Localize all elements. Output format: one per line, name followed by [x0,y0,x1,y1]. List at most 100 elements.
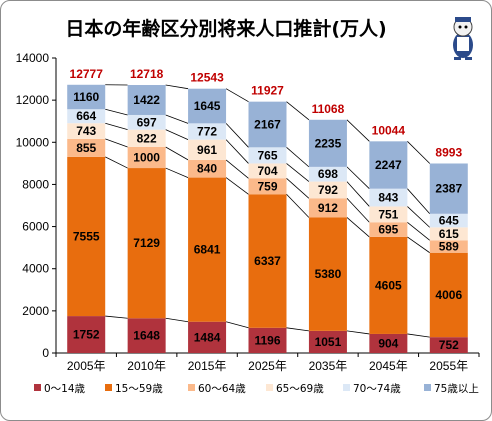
data-label: 904 [378,336,398,350]
data-label: 615 [439,227,459,241]
data-label: 1484 [194,330,221,344]
data-label: 1051 [315,335,342,349]
data-label: 704 [257,164,277,178]
data-label: 792 [318,183,338,197]
data-label: 855 [76,141,96,155]
x-tick-label: 2010年 [127,359,166,373]
y-tick-label: 2000 [22,304,49,318]
series-connector-line [346,181,370,207]
bar-segment [308,181,347,199]
series-connector-line [407,141,431,164]
data-label: 5380 [315,267,342,281]
data-label: 6337 [254,254,281,268]
data-label: 912 [318,201,338,215]
series-connector-line [165,317,189,323]
series-connector-line [225,321,249,329]
series-connector-line [286,327,309,332]
series-connector-line [286,147,310,168]
data-label: 1752 [73,328,100,342]
bar-segment [369,188,408,207]
data-label: 2387 [435,182,462,196]
x-tick-label: 2015年 [188,359,227,373]
series-connector-line [165,84,189,90]
bar-segment [67,123,106,139]
series-connector-line [407,188,431,215]
data-label: 697 [137,115,157,129]
total-label: 8993 [435,145,462,159]
data-label: 1000 [133,151,160,165]
bar-segment [67,138,106,157]
series-connector-line [105,108,128,116]
bar-segment [188,159,227,178]
y-tick-label: 10000 [16,135,50,149]
axes: 0 2000 4000 6000 8000 10000 12000 14000 2005年 201… [16,51,480,373]
data-label: 7555 [73,229,100,243]
bar-segment [308,198,347,218]
y-tick-label: 0 [42,346,49,360]
bar-segment [429,163,468,214]
legend-swatch [343,384,350,391]
bar-segment [369,206,408,223]
series-connector-line [105,122,128,131]
bar-segment [67,156,106,317]
total-label: 12718 [130,67,164,81]
series-connector-line [407,221,431,241]
data-label: 752 [439,338,459,352]
bar-segment [127,129,166,147]
series-connector-line [407,333,430,338]
data-label: 4605 [375,278,402,292]
total-label: 11068 [312,102,345,116]
total-label: 10044 [372,123,406,137]
data-label: 2247 [375,158,402,172]
mascot-icon [453,17,473,60]
series-connector-line [225,88,249,103]
legend-label: 60～64歳 [198,383,246,395]
data-label: 765 [257,148,277,162]
data-label: 698 [318,167,338,181]
bar-segment [67,84,106,110]
data-label: 822 [137,131,157,145]
data-label: 1645 [194,99,221,113]
series-connector-line [286,193,310,218]
bar-segment [429,213,468,228]
bar-segment [369,236,408,334]
bar-segment [429,337,468,353]
bar-segment [248,163,287,179]
series-connector-line [225,123,249,148]
series-connector-line [165,167,189,178]
data-label: 6841 [194,243,221,257]
bar-segment [67,316,106,353]
legend-swatch [34,384,41,391]
data-label: 1160 [73,90,99,104]
bar-segment [308,217,347,331]
legend-label: 65～69歳 [276,383,324,395]
y-tick-label: 14000 [16,51,50,65]
series-connector-line [105,156,128,169]
series-connector-line [407,206,431,228]
bar-segment [248,178,287,195]
legend-label: 75歳以上 [434,383,479,395]
bar-segment [127,168,166,319]
y-tick-label: 8000 [22,177,49,191]
bar-segment [248,194,287,328]
bar-segment [308,166,347,182]
data-label: 695 [378,223,398,237]
bar-segment [127,114,166,130]
data-label: 645 [439,214,459,228]
bar-segment [369,333,408,353]
bar-segment [308,119,347,167]
data-label: 2235 [315,136,342,150]
series-connector-line [105,138,128,148]
bar-segment [369,141,408,189]
data-label: 961 [197,143,217,157]
bar-segment [188,88,227,124]
series-connector-line [225,177,249,195]
x-tick-label: 2025年 [248,359,287,373]
bar-segment [429,240,468,253]
bar-segment [248,147,287,164]
bar-segment [429,227,468,241]
series-connector-line [346,217,370,238]
total-label: 12777 [70,67,104,81]
data-label: 840 [197,162,217,176]
